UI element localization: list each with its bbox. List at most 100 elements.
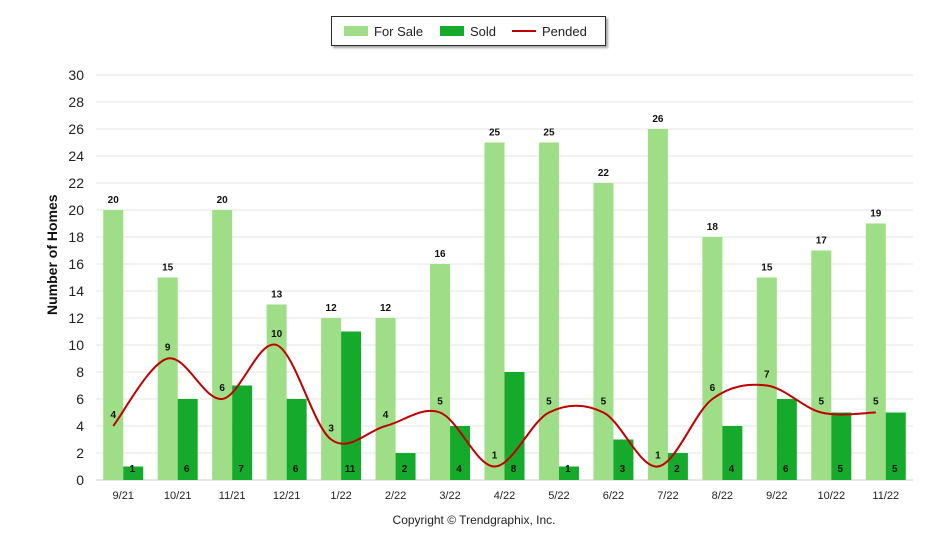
y-tick-label: 10 — [68, 337, 84, 353]
bar-for-sale — [212, 210, 233, 480]
x-tick-label: 4/22 — [494, 490, 515, 502]
bar-sold — [123, 466, 144, 480]
bar-for-sale — [593, 183, 614, 480]
y-tick-label: 14 — [68, 283, 84, 299]
legend-swatch-sold — [440, 26, 464, 36]
bar-sold — [831, 412, 852, 480]
bar-sold — [722, 426, 743, 480]
legend-item-sold: Sold — [440, 17, 496, 45]
x-tick-label: 10/22 — [818, 490, 846, 502]
data-label-pended: 6 — [710, 383, 716, 394]
bar-for-sale — [647, 129, 668, 480]
data-label-sold: 1 — [129, 464, 135, 475]
bar-for-sale — [756, 277, 777, 480]
bar-sold — [776, 399, 797, 480]
x-tick-label: 11/22 — [872, 490, 899, 502]
data-label-pended: 1 — [492, 451, 498, 462]
bar-for-sale — [538, 142, 559, 480]
legend-item-for-sale: For Sale — [344, 17, 423, 45]
bar-for-sale — [811, 250, 832, 480]
data-label-sold: 7 — [238, 464, 244, 475]
x-tick-label: 11/21 — [219, 490, 246, 502]
x-tick-label: 5/22 — [548, 490, 569, 502]
x-tick-label: 1/22 — [330, 490, 351, 502]
data-label-for-sale: 18 — [707, 222, 719, 233]
data-label-pended: 1 — [655, 451, 661, 462]
line-pended — [112, 343, 876, 468]
x-tick-label: 12/21 — [273, 490, 301, 502]
y-axis-title: Number of Homes — [44, 194, 60, 315]
y-tick-label: 0 — [76, 472, 84, 488]
x-tick-label: 7/22 — [657, 490, 678, 502]
data-label-sold: 11 — [345, 464, 356, 475]
x-tick-label: 9/21 — [113, 490, 134, 502]
chart-legend: For Sale Sold Pended — [331, 16, 606, 46]
data-label-for-sale: 17 — [816, 236, 828, 247]
y-tick-label: 30 — [68, 67, 84, 83]
bar-sold — [558, 466, 579, 480]
data-label-sold: 4 — [729, 464, 735, 475]
data-label-pended: 5 — [546, 397, 552, 408]
y-tick-label: 18 — [68, 229, 84, 245]
legend-label-for-sale: For Sale — [374, 23, 424, 39]
x-tick-label: 8/22 — [712, 490, 733, 502]
legend-item-pended: Pended — [512, 17, 587, 45]
bar-sold — [504, 372, 525, 480]
data-label-pended: 4 — [110, 410, 116, 421]
data-label-sold: 6 — [783, 464, 789, 475]
data-label-for-sale: 19 — [870, 209, 882, 220]
x-tick-label: 6/22 — [603, 490, 624, 502]
data-label-sold: 6 — [184, 464, 190, 475]
data-label-pended: 9 — [165, 343, 171, 354]
data-label-sold: 2 — [402, 464, 408, 475]
legend-label-pended: Pended — [542, 23, 587, 39]
bar-sold — [885, 412, 906, 480]
bar-sold — [613, 439, 634, 480]
data-label-for-sale: 12 — [326, 303, 338, 314]
data-label-for-sale: 16 — [434, 249, 446, 260]
bar-for-sale — [430, 264, 451, 480]
y-tick-label: 8 — [76, 364, 84, 380]
data-label-pended: 5 — [819, 397, 825, 408]
bar-sold — [395, 453, 416, 480]
legend-label-sold: Sold — [470, 23, 497, 39]
data-label-for-sale: 15 — [162, 263, 174, 274]
data-label-sold: 4 — [456, 464, 462, 475]
bar-for-sale — [484, 142, 505, 480]
data-label-for-sale: 22 — [598, 168, 610, 179]
bar-sold — [232, 385, 253, 480]
data-label-pended: 5 — [873, 397, 879, 408]
data-label-sold: 2 — [674, 464, 680, 475]
x-tick-label: 3/22 — [439, 490, 460, 502]
data-label-sold: 1 — [565, 464, 571, 475]
bar-sold — [286, 399, 307, 480]
bar-for-sale — [702, 237, 723, 480]
y-tick-label: 12 — [68, 310, 84, 326]
x-tick-label: 10/21 — [164, 490, 192, 502]
data-label-sold: 8 — [511, 464, 517, 475]
data-label-for-sale: 25 — [489, 128, 501, 139]
bar-for-sale — [865, 223, 886, 480]
y-tick-label: 26 — [68, 121, 84, 137]
x-tick-label: 9/22 — [766, 490, 787, 502]
data-label-pended: 7 — [764, 370, 770, 381]
data-label-pended: 5 — [601, 397, 607, 408]
data-label-for-sale: 25 — [543, 128, 555, 139]
y-tick-label: 22 — [68, 175, 84, 191]
bar-sold — [341, 331, 362, 480]
bar-sold — [177, 399, 198, 480]
bar-for-sale — [321, 318, 342, 480]
y-tick-label: 6 — [76, 391, 84, 407]
y-tick-label: 20 — [68, 202, 84, 218]
y-tick-label: 24 — [68, 148, 84, 164]
y-tick-label: 2 — [76, 445, 84, 461]
data-label-for-sale: 12 — [380, 303, 392, 314]
data-label-for-sale: 20 — [217, 195, 229, 206]
x-tick-label: 2/22 — [385, 490, 406, 502]
data-label-for-sale: 13 — [271, 290, 283, 301]
data-label-sold: 6 — [293, 464, 299, 475]
bar-for-sale — [103, 210, 124, 480]
data-label-for-sale: 26 — [652, 114, 664, 125]
y-tick-label: 16 — [68, 256, 84, 272]
